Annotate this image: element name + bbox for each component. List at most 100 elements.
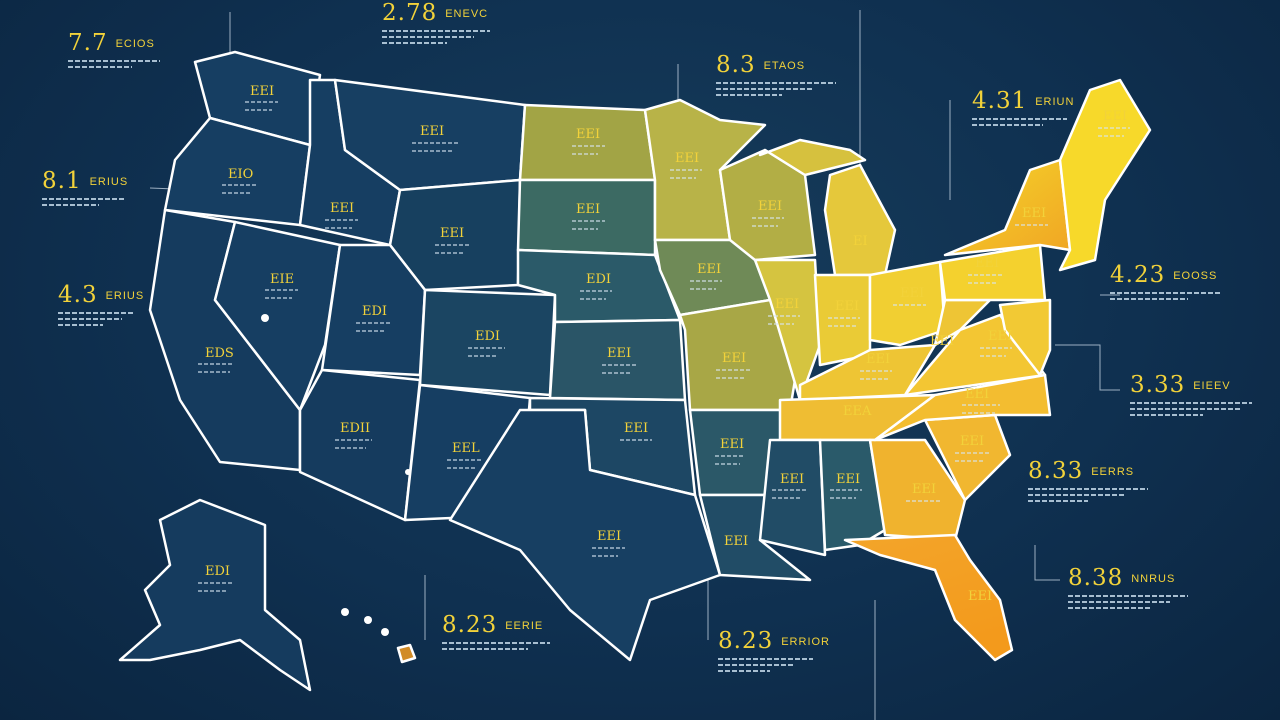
label-ms: EEI: [780, 472, 804, 487]
state-la[interactable]: [698, 493, 812, 582]
state-sd[interactable]: [516, 178, 657, 257]
label-mn: EEI: [675, 151, 699, 166]
state-ky[interactable]: [798, 343, 937, 402]
callout-value: 8.38: [1068, 565, 1124, 591]
callout-text-lines: [68, 60, 160, 68]
callout-word: EERIE: [505, 620, 544, 632]
state-mi-up[interactable]: [758, 138, 867, 177]
label-or: EIO: [228, 167, 253, 182]
label-pa: EEI: [975, 256, 999, 271]
state-hi-2[interactable]: [364, 616, 372, 624]
state-az[interactable]: [298, 368, 422, 522]
label-in: EEI: [835, 299, 859, 314]
state-nv[interactable]: [213, 220, 342, 412]
label-ia: EEI: [697, 262, 721, 277]
callout-text-lines: [1110, 292, 1222, 300]
label-ok: EEI: [624, 421, 648, 436]
label-oh: EEI: [900, 286, 924, 301]
callout-word: ERRIOR: [781, 636, 830, 648]
callout-text-lines: [58, 312, 133, 326]
state-il[interactable]: [753, 258, 822, 402]
state-ak[interactable]: [118, 498, 312, 692]
callout-value: 8.33: [1028, 458, 1084, 484]
island-dot: [405, 469, 411, 475]
label-ky: EEI: [866, 352, 890, 367]
state-or[interactable]: [163, 116, 312, 227]
label-ar: EEI: [720, 437, 744, 452]
label-il: EEI: [775, 297, 799, 312]
callout-value: 8.23: [442, 612, 498, 638]
callout-c1: 7.7 ECIOS: [68, 30, 160, 68]
callout-c2: 2.78 ENEVC: [382, 0, 490, 44]
state-new-england[interactable]: [1058, 78, 1152, 272]
callout-text-lines: [1028, 488, 1148, 502]
label-nc: EEI: [965, 387, 989, 402]
label-wv: EEI: [930, 334, 954, 349]
callout-word: ERIUS: [105, 290, 145, 302]
callout-c10: 8.38 NNRUS: [1068, 565, 1188, 609]
label-sc: EEI: [960, 434, 984, 449]
callout-c9: 8.33 EERRS: [1028, 458, 1148, 502]
callout-value: 4.31: [972, 88, 1028, 114]
label-ne: EDI: [586, 272, 611, 287]
callout-value: 8.3: [716, 52, 756, 78]
callout-c11: 8.23 EERIE: [442, 612, 550, 650]
label-nv: EIE: [270, 272, 294, 287]
callout-c3: 8.3 ETAOS: [716, 52, 836, 96]
callout-value: 8.1: [42, 168, 82, 194]
state-oh[interactable]: [868, 260, 947, 347]
callout-value: 3.33: [1130, 372, 1186, 398]
label-az: EDII: [340, 421, 370, 436]
label-va: EEI: [988, 329, 1012, 344]
label-wi: EEI: [758, 199, 782, 214]
callout-word: ENEVC: [445, 8, 489, 20]
label-ut: EDI: [362, 304, 387, 319]
state-wy[interactable]: [388, 178, 522, 292]
state-ga[interactable]: [868, 438, 967, 542]
state-nd[interactable]: [518, 103, 657, 182]
callout-word: NNRUS: [1131, 573, 1176, 585]
callout-text-lines: [718, 658, 813, 672]
state-nc[interactable]: [873, 373, 1052, 442]
state-ny[interactable]: [943, 158, 1072, 257]
state-tx[interactable]: [448, 408, 722, 662]
label-ga: EEI: [912, 482, 936, 497]
callout-c5: 8.1 ERIUS: [42, 168, 128, 206]
callout-text-lines: [972, 118, 1067, 126]
callout-value: 4.3: [58, 282, 98, 308]
label-la: EEI: [724, 534, 748, 549]
state-hi-1[interactable]: [341, 608, 349, 616]
label-ks: EEI: [607, 346, 631, 361]
label-mi: EI: [853, 234, 868, 249]
state-hi-4[interactable]: [396, 643, 417, 664]
state-hi-3[interactable]: [381, 628, 389, 636]
label-ca: EDS: [205, 346, 234, 361]
label-id: EEI: [330, 201, 354, 216]
state-nj-md[interactable]: [998, 298, 1052, 377]
label-fl: EEI: [968, 589, 992, 604]
label-wa: EEI: [250, 84, 274, 99]
label-ny: EEI: [1022, 206, 1046, 221]
callout-text-lines: [716, 82, 836, 96]
callout-word: EERRS: [1091, 466, 1135, 478]
callout-value: 2.78: [382, 0, 438, 26]
state-in[interactable]: [813, 273, 872, 367]
callout-c4: 4.31 ERIUN: [972, 88, 1074, 126]
label-nm: EEL: [452, 441, 480, 456]
label-nd: EEI: [576, 127, 600, 142]
island-dot: [261, 314, 269, 322]
callout-text-lines: [382, 30, 490, 44]
callout-c12: 8.23 ERRIOR: [718, 628, 830, 672]
callout-text-lines: [42, 198, 124, 206]
callout-value: 4.23: [1110, 262, 1166, 288]
label-mo: EEI: [722, 351, 746, 366]
state-mi[interactable]: [823, 163, 897, 277]
state-fl[interactable]: [843, 533, 1014, 662]
callout-word: ERIUN: [1035, 96, 1075, 108]
label-wy: EEI: [440, 226, 464, 241]
state-sublines: [198, 101, 1130, 592]
callout-word: ETAOS: [763, 60, 806, 72]
callout-c8: 3.33 EIEEV: [1130, 372, 1252, 416]
callout-text-lines: [1130, 402, 1252, 416]
